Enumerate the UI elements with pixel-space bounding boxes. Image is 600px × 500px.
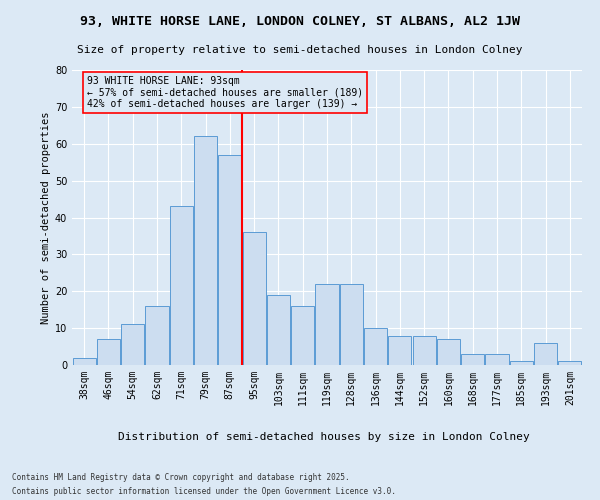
Bar (145, 306, 169, 365)
Bar (388, 336, 412, 365)
Bar (194, 136, 217, 365)
Text: Distribution of semi-detached houses by size in London Colney: Distribution of semi-detached houses by … (118, 432, 530, 442)
Bar (291, 306, 314, 365)
Bar (73, 358, 95, 365)
Bar (170, 206, 193, 365)
Bar (364, 328, 387, 365)
Bar (534, 343, 557, 365)
Bar (437, 339, 460, 365)
Bar (340, 284, 363, 365)
Bar (559, 362, 581, 365)
Bar (461, 354, 484, 365)
Bar (121, 324, 144, 365)
Text: 93 WHITE HORSE LANE: 93sqm
← 57% of semi-detached houses are smaller (189)
42% o: 93 WHITE HORSE LANE: 93sqm ← 57% of semi… (86, 76, 362, 108)
Bar (510, 362, 533, 365)
Text: Size of property relative to semi-detached houses in London Colney: Size of property relative to semi-detach… (77, 45, 523, 55)
Bar (97, 339, 120, 365)
Bar (413, 336, 436, 365)
Bar (242, 232, 266, 365)
Bar (316, 284, 338, 365)
Text: Contains public sector information licensed under the Open Government Licence v3: Contains public sector information licen… (12, 488, 396, 496)
Bar (267, 295, 290, 365)
Bar (485, 354, 509, 365)
Text: Contains HM Land Registry data © Crown copyright and database right 2025.: Contains HM Land Registry data © Crown c… (12, 472, 350, 482)
Bar (218, 155, 241, 365)
Y-axis label: Number of semi-detached properties: Number of semi-detached properties (41, 112, 50, 324)
Text: 93, WHITE HORSE LANE, LONDON COLNEY, ST ALBANS, AL2 1JW: 93, WHITE HORSE LANE, LONDON COLNEY, ST … (80, 15, 520, 28)
